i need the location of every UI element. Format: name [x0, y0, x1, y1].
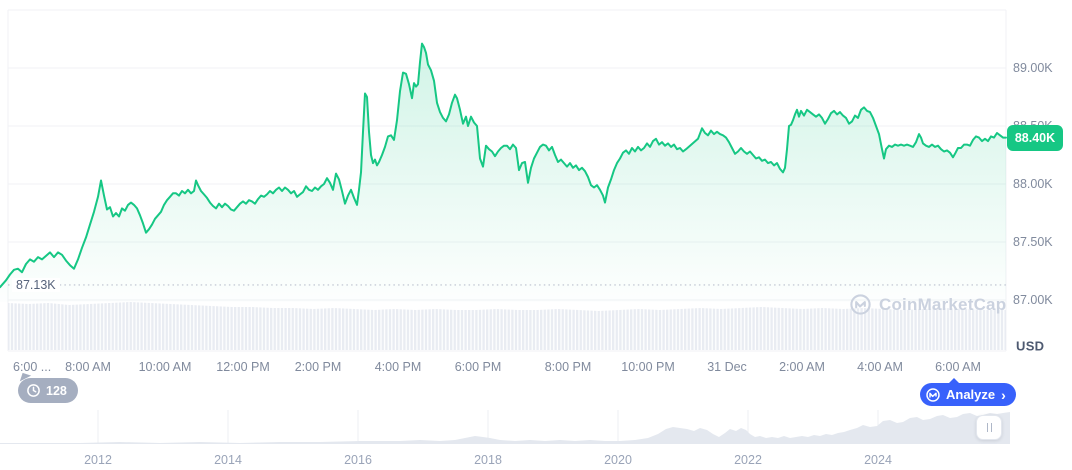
- x-axis-label: 8:00 AM: [65, 360, 111, 374]
- x-axis-label: 4:00 PM: [374, 360, 422, 374]
- x-axis-label: 8:00 PM: [544, 360, 592, 374]
- navigator-year-label: 2022: [734, 453, 762, 467]
- navigator-year-label: 2018: [474, 453, 502, 467]
- open-price-label: 87.13K: [12, 278, 60, 292]
- watermark: CoinMarketCap: [849, 293, 1006, 316]
- y-axis-label: 87.50K: [1013, 235, 1053, 249]
- x-axis-label: 31 Dec: [707, 360, 747, 374]
- x-axis-label: 4:00 AM: [857, 360, 903, 374]
- x-axis-label: 10:00 PM: [621, 360, 675, 374]
- x-axis-label: 10:00 AM: [138, 360, 192, 374]
- y-axis-label: 89.00K: [1013, 61, 1053, 75]
- x-axis-label: 6:00 ...: [13, 360, 52, 374]
- navigator-year-label: 2012: [84, 453, 112, 467]
- x-axis-label: 6:00 AM: [935, 360, 981, 374]
- x-axis-label: 12:00 PM: [216, 360, 270, 374]
- y-axis-label: 87.00K: [1013, 293, 1053, 307]
- navigator-year-label: 2016: [344, 453, 372, 467]
- x-axis-label: 2:00 AM: [779, 360, 825, 374]
- price-series: [0, 42, 1007, 302]
- current-price-badge: 88.40K: [1007, 124, 1063, 151]
- annotation-count: 128: [46, 383, 67, 398]
- navigator-year-label: 2014: [214, 453, 242, 467]
- y-axis-unit: USD: [1016, 338, 1045, 354]
- annotation-count-badge[interactable]: 128: [18, 378, 78, 403]
- volume-bars: [8, 302, 1006, 350]
- clock-icon: [27, 384, 40, 397]
- coinmarketcap-logo-icon: [926, 387, 940, 402]
- navigator-year-label: 2020: [604, 453, 632, 467]
- x-axis-label: 2:00 PM: [294, 360, 342, 374]
- navigator-chart[interactable]: [0, 410, 1010, 444]
- grip-icon: [986, 423, 992, 432]
- analyze-button[interactable]: Analyze ›: [920, 378, 1016, 406]
- analyze-label: Analyze: [946, 387, 996, 402]
- navigator-year-label: 2024: [864, 453, 892, 467]
- coinmarketcap-logo-icon: [850, 294, 871, 315]
- navigator-right-handle[interactable]: [976, 415, 1002, 440]
- chevron-right-icon: ›: [1001, 386, 1006, 403]
- y-axis-label: 88.00K: [1013, 177, 1053, 191]
- watermark-text: CoinMarketCap: [879, 294, 1007, 314]
- x-axis-label: 6:00 PM: [454, 360, 502, 374]
